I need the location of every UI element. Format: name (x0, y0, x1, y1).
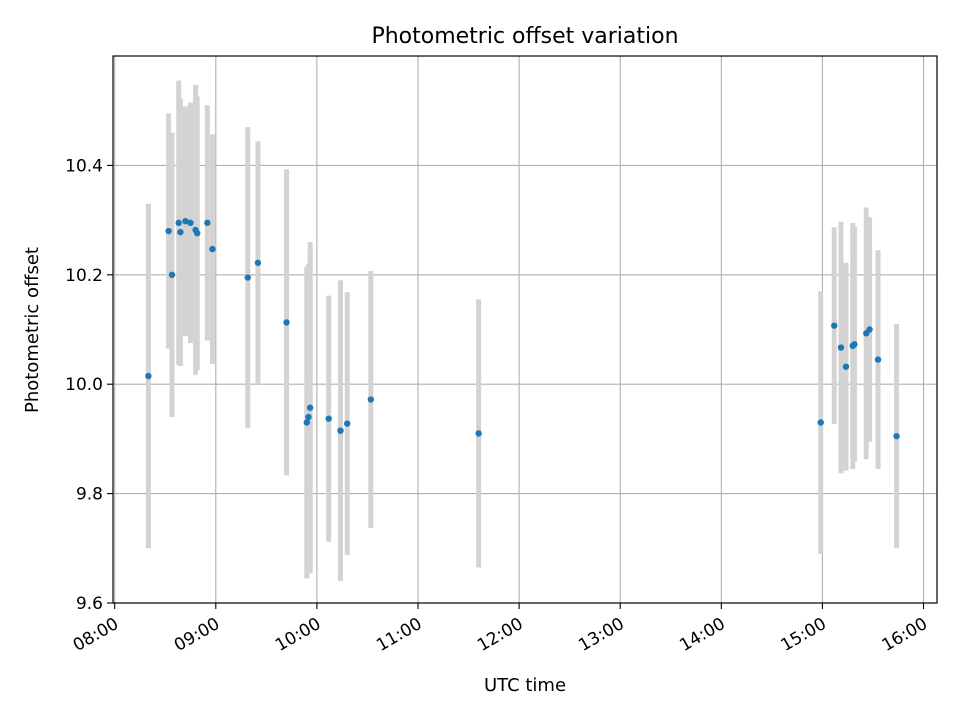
data-point (168, 271, 176, 278)
x-tick-label: 16:00 (879, 614, 931, 656)
data-point (175, 219, 182, 227)
y-axis-label: Photometric offset (22, 247, 43, 413)
x-tick-label: 12:00 (474, 614, 526, 656)
x-tick-label: 14:00 (676, 614, 728, 656)
data-point (344, 420, 351, 427)
x-axis-label: UTC time (484, 675, 566, 696)
data-point (842, 363, 850, 370)
x-tick-label: 13:00 (575, 614, 627, 656)
x-tick-label: 10:00 (272, 614, 324, 656)
data-point (303, 419, 310, 426)
chart-title: Photometric offset variation (371, 24, 678, 49)
data-point (254, 259, 262, 266)
error-bars (145, 80, 900, 582)
x-tick-label: 11:00 (373, 614, 425, 656)
x-tick-label: 08:00 (70, 614, 122, 656)
data-point (165, 227, 172, 235)
data-point (187, 219, 194, 227)
y-tick-label: 10.2 (65, 266, 103, 286)
y-tick-label: 9.8 (76, 485, 103, 505)
data-point (306, 404, 314, 411)
data-point (866, 326, 873, 333)
data-point (831, 322, 838, 329)
data-point (177, 228, 184, 236)
data-point (209, 245, 216, 253)
data-point (145, 372, 152, 380)
data-points (145, 217, 900, 440)
data-point (475, 430, 482, 437)
data-point (325, 415, 332, 422)
data-point (817, 419, 824, 426)
data-point (851, 341, 858, 348)
y-tick-label: 10.4 (65, 156, 103, 176)
data-point (367, 396, 375, 403)
y-tick-label: 10.0 (65, 375, 103, 395)
data-point (244, 274, 252, 281)
y-axis-ticks: 9.6 9.8 10.0 10.2 10.4 (65, 156, 113, 614)
x-tick-label: 15:00 (777, 614, 829, 656)
data-point (874, 356, 882, 363)
data-point (337, 427, 344, 434)
data-point (182, 217, 189, 225)
data-point (837, 344, 845, 351)
grid (113, 56, 937, 604)
y-tick-label: 9.6 (76, 594, 103, 614)
x-tick-label: 09:00 (171, 614, 223, 656)
data-point (283, 319, 290, 326)
data-point (893, 432, 900, 440)
data-point (194, 230, 201, 237)
plot-frame (112, 55, 938, 604)
data-point (305, 413, 312, 421)
data-point (204, 219, 211, 227)
x-axis-ticks: 08:00 09:00 10:00 11:00 12:00 13:00 14:00 15:00… (70, 603, 931, 656)
